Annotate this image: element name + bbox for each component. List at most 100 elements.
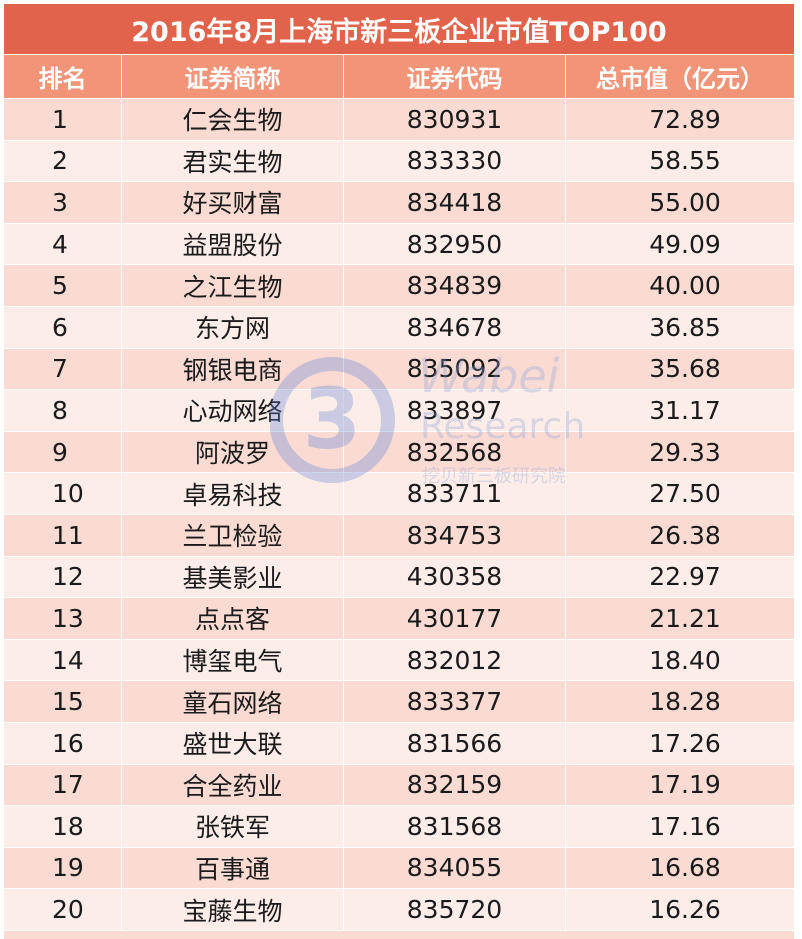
ranking-table-sheet: 2016年8月上海市新三板企业市值TOP100 排名 证券简称 证券代码 总市值… (4, 4, 794, 939)
market-value-cell: 36.85 (649, 312, 721, 342)
rank-cell: 12 (4, 556, 122, 598)
market-value-cell: 16.68 (649, 853, 721, 883)
market-value-cell: 29.33 (649, 437, 721, 467)
market-value-cell: 18.40 (649, 645, 721, 675)
security-name-cell: 东方网 (122, 306, 344, 348)
security-name-cell: 仁会生物 (122, 99, 344, 140)
rank-cell: 11 (4, 514, 122, 556)
security-name-cell: 百事通 (122, 847, 344, 889)
security-name-cell: 益盟股份 (122, 223, 344, 265)
market-value-cell: 16.26 (649, 895, 721, 925)
security-code-cell: 833897 (344, 390, 566, 431)
rank-cell: 4 (4, 223, 122, 265)
market-value-cell: 21.21 (649, 603, 721, 633)
security-name-cell: 阿波罗 (122, 431, 344, 473)
table-row: 9 阿波罗 832568 29.33 (4, 431, 794, 474)
table-row: 11 兰卫检验 834753 26.38 (4, 514, 794, 557)
table-row: 12 基美影业 430358 22.97 (4, 556, 794, 599)
security-code-cell: 835720 (344, 889, 566, 930)
security-name-cell: 卓易科技 (122, 473, 344, 514)
security-code-cell: 833377 (344, 681, 566, 722)
security-name-cell: 盛世大联 (122, 722, 344, 764)
security-code-cell: 833711 (344, 473, 566, 514)
security-name-cell: 心动网络 (122, 390, 344, 431)
security-code-cell: 835092 (344, 348, 566, 390)
security-code-cell: 830931 (344, 99, 566, 140)
security-code-cell: 833330 (344, 140, 566, 182)
security-name-cell: 好买财富 (122, 182, 344, 223)
rank-cell: 15 (4, 681, 122, 722)
rank-cell: 19 (4, 847, 122, 889)
table-row: 17 合全药业 832159 17.19 (4, 764, 794, 807)
market-value-cell: 31.17 (649, 395, 721, 425)
table-row: 7 钢银电商 835092 35.68 (4, 348, 794, 391)
rank-cell: 16 (4, 722, 122, 764)
table-body: 1 仁会生物 830931 72.89 2 君实生物 833330 58.55 3 好买财富 834… (4, 99, 794, 931)
rank-cell: 20 (4, 889, 122, 930)
security-code-cell: 834839 (344, 265, 566, 306)
security-code-cell: 834678 (344, 306, 566, 348)
header-rank: 排名 (4, 55, 122, 98)
security-name-cell: 钢银电商 (122, 348, 344, 390)
table-row: 20 宝藤生物 835720 16.26 (4, 889, 794, 931)
rank-cell: 7 (4, 348, 122, 390)
market-value-cell: 26.38 (649, 520, 721, 550)
table-row: 3 好买财富 834418 55.00 (4, 182, 794, 224)
table-row: 1 仁会生物 830931 72.89 (4, 99, 794, 141)
table-title-bar: 2016年8月上海市新三板企业市值TOP100 (4, 4, 794, 55)
market-value-cell: 17.19 (649, 770, 721, 800)
market-value-cell: 49.09 (649, 229, 721, 259)
header-name: 证券简称 (122, 55, 344, 98)
rank-cell: 6 (4, 306, 122, 348)
rank-cell: 17 (4, 764, 122, 806)
security-code-cell: 832159 (344, 764, 566, 806)
market-value-cell: 58.55 (649, 146, 721, 176)
security-name-cell: 宝藤生物 (122, 889, 344, 930)
security-name-cell: 基美影业 (122, 556, 344, 598)
table-row: 4 益盟股份 832950 49.09 (4, 223, 794, 266)
table-row: 14 博玺电气 832012 18.40 (4, 639, 794, 682)
table-row: 18 张铁军 831568 17.16 (4, 806, 794, 848)
rank-cell: 9 (4, 431, 122, 473)
header-market-value: 总市值（亿元） (596, 65, 764, 93)
table-title: 2016年8月上海市新三板企业市值TOP100 (131, 16, 667, 48)
market-value-cell: 17.26 (649, 728, 721, 758)
table-row: 6 东方网 834678 36.85 (4, 306, 794, 349)
rank-cell: 5 (4, 265, 122, 306)
security-name-cell: 博玺电气 (122, 639, 344, 681)
security-name-cell: 兰卫检验 (122, 514, 344, 556)
security-name-cell: 张铁军 (122, 806, 344, 847)
security-name-cell: 君实生物 (122, 140, 344, 182)
rank-cell: 2 (4, 140, 122, 182)
security-name-cell: 点点客 (122, 598, 344, 639)
table-row: 2 君实生物 833330 58.55 (4, 140, 794, 183)
rank-cell: 3 (4, 182, 122, 223)
market-value-cell: 18.28 (649, 687, 721, 717)
rank-cell: 13 (4, 598, 122, 639)
market-value-cell: 35.68 (649, 354, 721, 384)
security-code-cell: 832568 (344, 431, 566, 473)
rank-cell: 14 (4, 639, 122, 681)
table-row: 10 卓易科技 833711 27.50 (4, 473, 794, 515)
security-name-cell: 合全药业 (122, 764, 344, 806)
rank-cell: 1 (4, 99, 122, 140)
security-code-cell: 832950 (344, 223, 566, 265)
security-code-cell: 430177 (344, 598, 566, 639)
table-row: 13 点点客 430177 21.21 (4, 598, 794, 640)
security-code-cell: 834753 (344, 514, 566, 556)
header-code: 证券代码 (344, 55, 566, 98)
rank-cell: 10 (4, 473, 122, 514)
table-header-row: 排名 证券简称 证券代码 总市值（亿元） (4, 55, 794, 99)
rank-cell: 18 (4, 806, 122, 847)
security-code-cell: 832012 (344, 639, 566, 681)
market-value-cell: 55.00 (649, 187, 721, 217)
table-row: 16 盛世大联 831566 17.26 (4, 722, 794, 765)
rank-cell: 8 (4, 390, 122, 431)
security-code-cell: 834055 (344, 847, 566, 889)
security-code-cell: 834418 (344, 182, 566, 223)
table-row: 15 童石网络 833377 18.28 (4, 681, 794, 723)
security-name-cell: 之江生物 (122, 265, 344, 306)
table-row: 8 心动网络 833897 31.17 (4, 390, 794, 432)
table-bottom-edge (4, 930, 794, 939)
market-value-cell: 27.50 (649, 479, 721, 509)
